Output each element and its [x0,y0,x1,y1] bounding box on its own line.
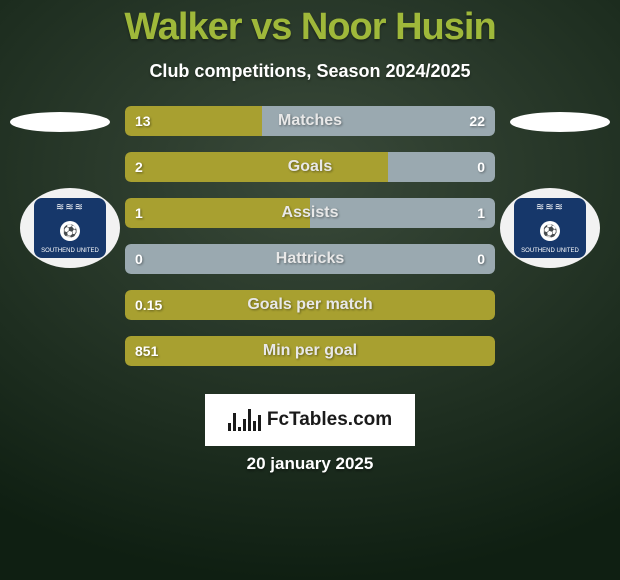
stat-bars: Matches1322Goals20Assists11Hattricks00Go… [125,106,495,366]
branding-box: FcTables.com [205,394,415,446]
player-photo-right [510,112,610,132]
crest-text-left: SOUTHEND UNITED [41,248,99,254]
bar-seg-left [125,152,388,182]
stat-value-left: 1 [135,205,143,221]
crest-ball-icon: ⚽ [540,221,560,241]
stat-label: Matches [278,112,342,130]
club-crest-right: ≋≋≋ ⚽ SOUTHEND UNITED [500,186,600,270]
stat-value-left: 0.15 [135,297,162,313]
stat-row: Assists 1 1 [125,198,495,228]
stat-value-right: 0 [477,251,485,267]
stat-row: Goals 2 0 [125,152,495,182]
crest-text-right: SOUTHEND UNITED [521,248,579,254]
stat-label: Goals [288,158,332,176]
stat-row: Min per goal 851 [125,336,495,366]
player-photo-left [10,112,110,132]
crest-inner-right: ≋≋≋ ⚽ SOUTHEND UNITED [514,198,586,258]
page-title: Walker vs Noor Husin [124,6,495,49]
branding-text: FcTables.com [267,409,392,431]
stat-row: Hattricks 0 0 [125,244,495,274]
stat-label: Assists [282,204,339,222]
stat-row: Goals per match 0.15 [125,290,495,320]
stat-value-left: 13 [135,113,151,129]
crest-bg-left: ≋≋≋ ⚽ SOUTHEND UNITED [20,188,120,268]
stat-value-right: 1 [477,205,485,221]
crest-waves-icon: ≋≋≋ [536,202,564,213]
stat-label: Hattricks [276,250,344,268]
crest-inner-left: ≋≋≋ ⚽ SOUTHEND UNITED [34,198,106,258]
branding-chart-icon [228,409,261,431]
crest-bg-right: ≋≋≋ ⚽ SOUTHEND UNITED [500,188,600,268]
stat-value-left: 851 [135,343,158,359]
stat-value-right: 0 [477,159,485,175]
stat-value-left: 2 [135,159,143,175]
stat-value-left: 0 [135,251,143,267]
stat-row: Matches 13 22 [125,106,495,136]
crest-ball-icon: ⚽ [60,221,80,241]
crest-waves-icon: ≋≋≋ [56,202,84,213]
page-container: Walker vs Noor Husin Club competitions, … [0,0,620,580]
stats-area: ≋≋≋ ⚽ SOUTHEND UNITED ≋≋≋ ⚽ SOUTHEND UNI… [0,106,620,366]
stat-value-right: 22 [469,113,485,129]
club-crest-left: ≋≋≋ ⚽ SOUTHEND UNITED [20,186,120,270]
page-subtitle: Club competitions, Season 2024/2025 [149,61,470,82]
date-label: 20 january 2025 [247,454,374,474]
stat-label: Min per goal [263,342,357,360]
stat-label: Goals per match [247,296,372,314]
